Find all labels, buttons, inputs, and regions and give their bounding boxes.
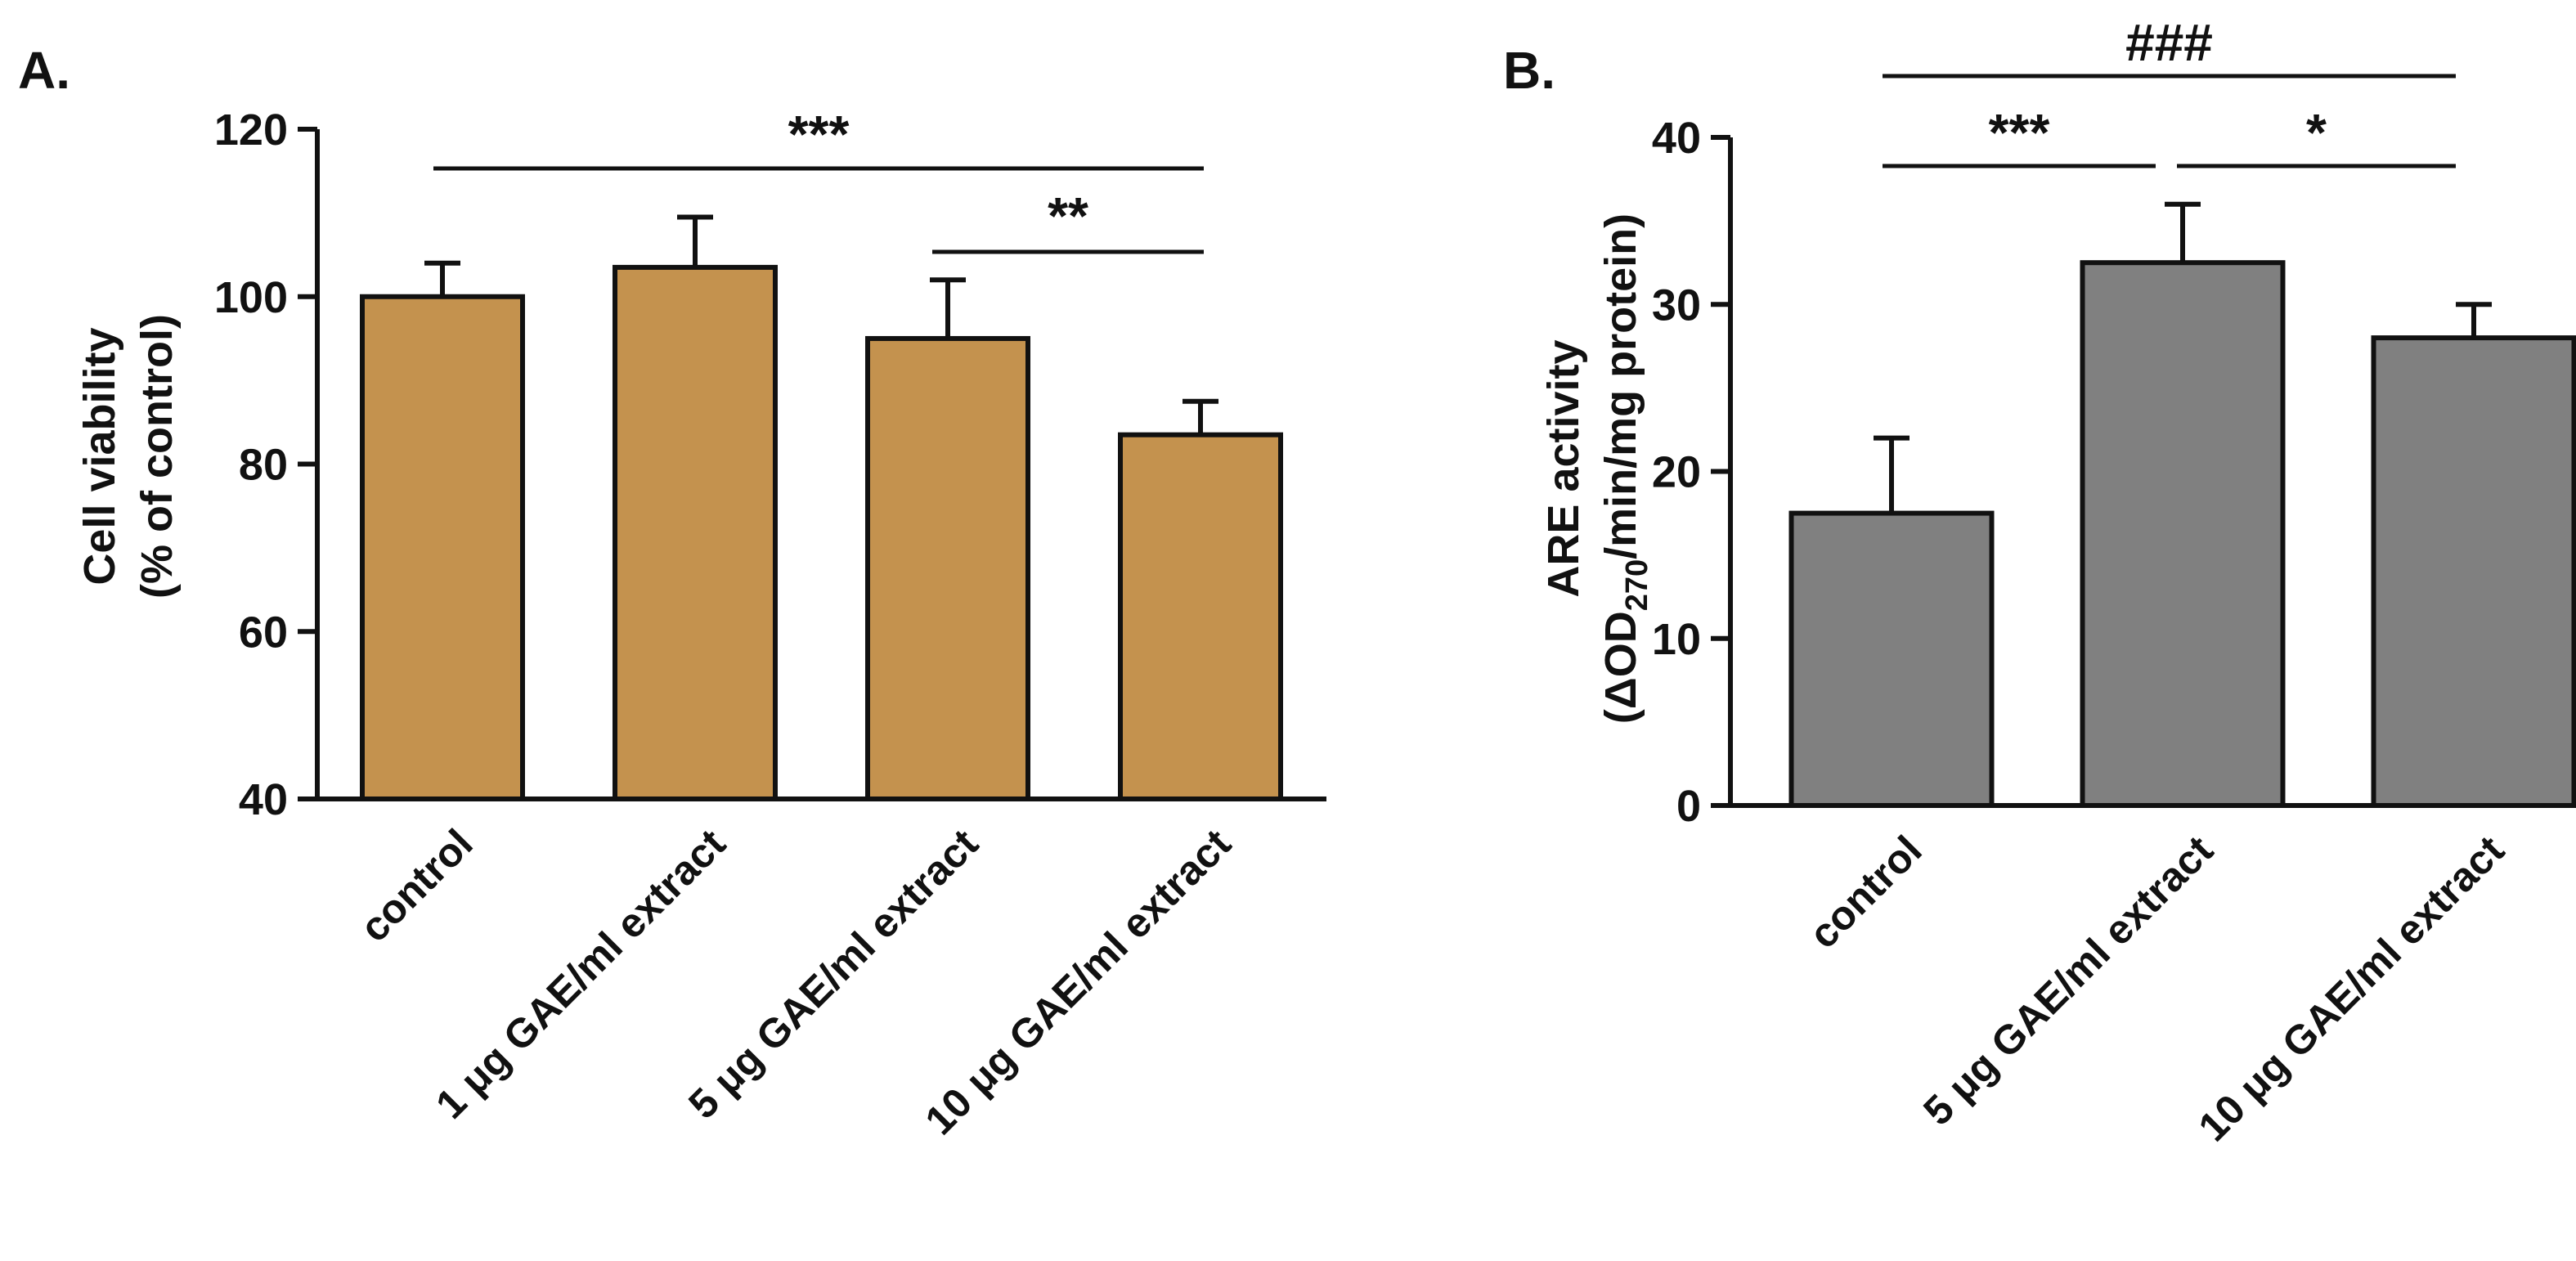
panel-b-category-label: 10 μg GAE/ml extract xyxy=(2189,827,2513,1151)
panel-b-bar xyxy=(1788,510,1995,808)
panel-a-y-tick-label: 120 xyxy=(214,105,288,155)
panel-b-significance-label: *** xyxy=(1989,103,2050,162)
panel-b-label: B. xyxy=(1503,41,1555,100)
panel-b-category-label: 5 μg GAE/ml extract xyxy=(1914,827,2222,1134)
panel-b-category-label: control xyxy=(1800,827,1930,957)
panel-a-y-tick-label: 40 xyxy=(239,775,288,824)
panel-b-chart: B. ARE activity (ΔOD270/min/mg protein) … xyxy=(1503,13,2576,1151)
panel-a-bar xyxy=(613,264,778,801)
panel-a-significance-label: *** xyxy=(788,105,850,164)
panel-b-ylabel-prefix: (ΔOD xyxy=(1596,611,1645,724)
panel-b-ylabel-line1: ARE activity xyxy=(1539,339,1588,597)
panel-b-y-tick-label: 10 xyxy=(1652,615,1701,664)
panel-a-chart: A. Cell viability (% of control) 40 60 80 1… xyxy=(18,41,1326,1143)
panel-a-y-tick-label: 80 xyxy=(239,441,288,490)
panel-a-ylabel-line2: (% of control) xyxy=(132,314,182,599)
panel-b-y-tick-label: 40 xyxy=(1652,114,1701,163)
panel-a-significance-label: ** xyxy=(1048,186,1088,245)
panel-a-bar xyxy=(1118,432,1283,801)
panel-b-ylabel-line2: (ΔOD270/min/mg protein) xyxy=(1596,213,1654,724)
panel-a-category-label: control xyxy=(351,820,481,950)
panel-a-category-label: 1 μg GAE/ml extract xyxy=(427,820,734,1128)
panel-b-ylabel-sub: 270 xyxy=(1620,559,1654,611)
panel-b-significance-label: * xyxy=(2306,103,2327,162)
panel-b-y-tick-label: 20 xyxy=(1652,448,1701,497)
panel-a-y-tick-label: 60 xyxy=(239,608,288,657)
panel-b-significance-label: ### xyxy=(2125,13,2213,72)
panel-b-bar xyxy=(2080,260,2286,808)
panel-a-category-label: 5 μg GAE/ml extract xyxy=(680,820,987,1128)
panel-a-y-tick-label: 100 xyxy=(214,273,288,322)
panel-a-bar xyxy=(865,335,1030,801)
panel-a-label: A. xyxy=(18,41,70,100)
panel-b-ylabel-suffix: /min/mg protein) xyxy=(1596,213,1645,559)
panel-b-y-tick-label: 30 xyxy=(1652,280,1701,330)
panel-b-bar xyxy=(2371,335,2576,809)
panel-a-ylabel-line1: Cell viability xyxy=(75,327,124,585)
panel-a-bar xyxy=(360,294,525,801)
panel-b-y-tick-label: 0 xyxy=(1676,782,1701,831)
